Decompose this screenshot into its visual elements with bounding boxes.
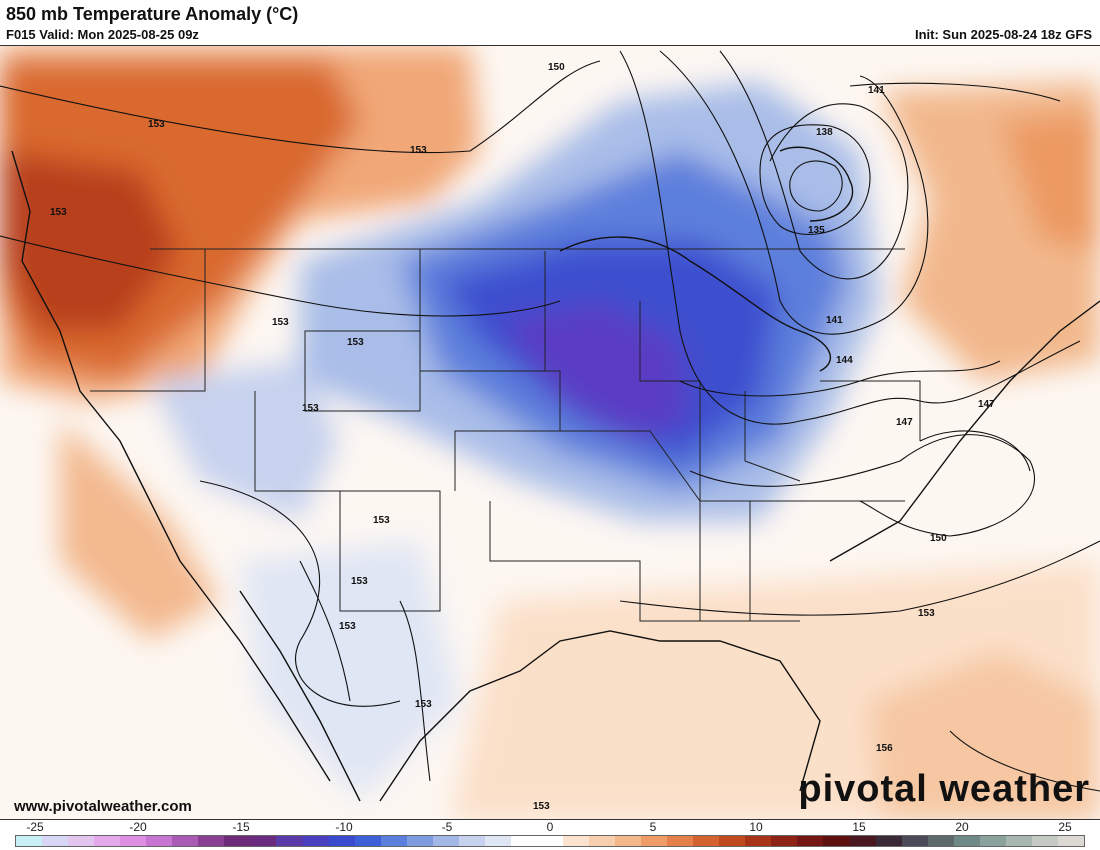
- contour-label: 153: [339, 621, 356, 632]
- contour-label: 150: [548, 62, 565, 73]
- contour-labels: 150 153 153 153 153 153 153 153 153 153 …: [50, 62, 995, 812]
- colorbar-swatch: [458, 836, 485, 846]
- colorbar-swatch: [901, 836, 928, 846]
- init-time: Init: Sun 2025-08-24 18z GFS: [914, 27, 1092, 42]
- anomaly-shading: [0, 46, 1100, 819]
- brand-logo: pivotal weather: [798, 768, 1090, 810]
- height-contours: [0, 50, 1100, 792]
- coastlines: [11, 146, 1100, 802]
- website-url[interactable]: www.pivotalweather.com: [14, 798, 192, 815]
- contour-label: 153: [533, 801, 550, 812]
- colorbar-swatch: [615, 836, 642, 846]
- colorbar-swatch: [1057, 836, 1084, 846]
- colorbar-swatch: [510, 836, 537, 846]
- colorbar-tick-label: 25: [1058, 820, 1072, 834]
- contour-label: 147: [896, 417, 913, 428]
- colorbar-swatch: [719, 836, 746, 846]
- colorbar-swatch: [589, 836, 616, 846]
- colorbar-swatch: [667, 836, 694, 846]
- contour-label: 138: [816, 127, 833, 138]
- contour-label: 150: [930, 533, 947, 544]
- contour-label: 153: [347, 337, 364, 348]
- colorbar-swatch: [16, 836, 43, 846]
- contour-label: 153: [918, 608, 935, 619]
- colorbar-swatch: [94, 836, 121, 846]
- colorbar-swatch: [250, 836, 277, 846]
- colorbar-swatch: [979, 836, 1006, 846]
- colorbar-tick-label: -20: [129, 820, 147, 834]
- colorbar-swatch: [771, 836, 798, 846]
- contour-label: 153: [351, 576, 368, 587]
- contour-label: 153: [415, 699, 432, 710]
- colorbar-tick-label: -15: [232, 820, 250, 834]
- colorbar-tick-label: 20: [955, 820, 969, 834]
- contour-label: 153: [50, 207, 67, 218]
- colorbar-swatch: [42, 836, 69, 846]
- colorbar-swatch: [68, 836, 95, 846]
- colorbar-swatch: [693, 836, 720, 846]
- contour-label: 153: [272, 317, 289, 328]
- colorbar-swatch: [354, 836, 381, 846]
- contour-label: 135: [808, 225, 825, 236]
- colorbar-swatch: [562, 836, 590, 846]
- colorbar-swatch: [536, 836, 563, 846]
- colorbar-swatch: [432, 836, 459, 846]
- colorbar-tick-label: -5: [441, 820, 453, 834]
- colorbar-tick-label: -25: [26, 820, 44, 834]
- colorbar-swatch: [146, 836, 173, 846]
- colorbar-tick-label: 15: [852, 820, 866, 834]
- colorbar: [15, 835, 1085, 847]
- colorbar-swatch: [224, 836, 251, 846]
- colorbar-swatch: [823, 836, 850, 846]
- contour-label: 153: [410, 145, 427, 156]
- colorbar-swatch: [1031, 836, 1058, 846]
- contour-label: 153: [373, 515, 390, 526]
- colorbar-swatch: [120, 836, 147, 846]
- colorbar-tick-label: 5: [649, 820, 657, 834]
- contour-label: 147: [978, 399, 995, 410]
- map-title: 850 mb Temperature Anomaly (°C): [6, 4, 299, 24]
- colorbar-swatch: [302, 836, 329, 846]
- contour-label: 156: [876, 743, 893, 754]
- colorbar-swatch: [484, 836, 511, 846]
- contour-label: 141: [826, 315, 843, 326]
- colorbar-swatch: [849, 836, 876, 846]
- colorbar-swatch: [641, 836, 668, 846]
- colorbar-swatch: [276, 836, 303, 846]
- colorbar-swatch: [328, 836, 355, 846]
- colorbar-swatch: [745, 836, 772, 846]
- colorbar-tick-label: 10: [749, 820, 763, 834]
- colorbar-swatch: [797, 836, 824, 846]
- colorbar-swatch: [172, 836, 199, 846]
- colorbar-swatch: [875, 836, 902, 846]
- colorbar-swatch: [1005, 836, 1032, 846]
- contour-label: 153: [302, 403, 319, 414]
- colorbar-swatch: [953, 836, 980, 846]
- valid-time: F015 Valid: Mon 2025-08-25 09z: [6, 27, 199, 42]
- contour-label: 153: [148, 119, 165, 130]
- colorbar-swatch: [198, 836, 225, 846]
- colorbar-swatch: [927, 836, 954, 846]
- colorbar-tick-label: -10: [335, 820, 353, 834]
- colorbar-ticks: -25 -20 -15 -10 -5 0 5 10 15 20 25: [15, 820, 1085, 834]
- state-borders: [90, 248, 921, 622]
- anomaly-map[interactable]: 150 153 153 153 153 153 153 153 153 153 …: [0, 45, 1100, 820]
- colorbar-swatch: [406, 836, 433, 846]
- map-canvas: 150 153 153 153 153 153 153 153 153 153 …: [0, 46, 1100, 819]
- contour-label: 141: [868, 85, 885, 96]
- colorbar-swatch: [380, 836, 407, 846]
- contour-label: 144: [836, 355, 853, 366]
- colorbar-tick-label: 0: [546, 820, 554, 834]
